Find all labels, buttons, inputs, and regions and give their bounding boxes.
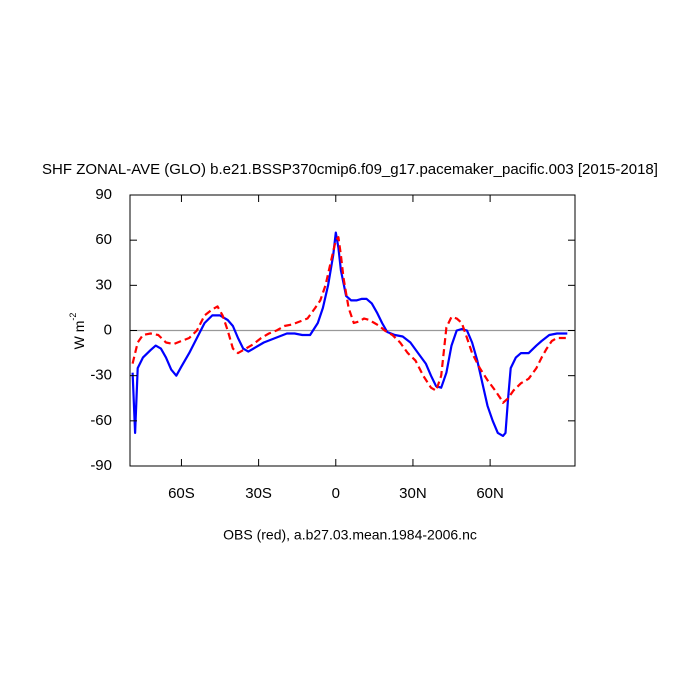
- y-tick-label: -90: [90, 457, 112, 474]
- footer: OBS (red), a.b27.03.mean.1984-2006.nc: [223, 527, 477, 543]
- y-axis-label: W m-2: [68, 313, 86, 350]
- y-tick-label: 30: [95, 276, 112, 293]
- x-tick-label: 60S: [168, 485, 195, 502]
- series-line: [131, 236, 568, 404]
- y-tick-label: 0: [104, 321, 112, 338]
- y-tick-label: -30: [90, 367, 112, 384]
- y-tick-label: -60: [90, 412, 112, 429]
- x-tick-label: 30S: [245, 485, 272, 502]
- y-tick-label: 90: [95, 186, 112, 203]
- series-line: [131, 231, 568, 437]
- x-tick-label: 30N: [399, 485, 427, 502]
- chart-title: SHF ZONAL-AVE (GLO) b.e21.BSSP370cmip6.f…: [42, 161, 658, 178]
- y-tick-label: 60: [95, 231, 112, 248]
- x-tick-label: 0: [332, 485, 340, 502]
- x-tick-label: 60N: [476, 485, 504, 502]
